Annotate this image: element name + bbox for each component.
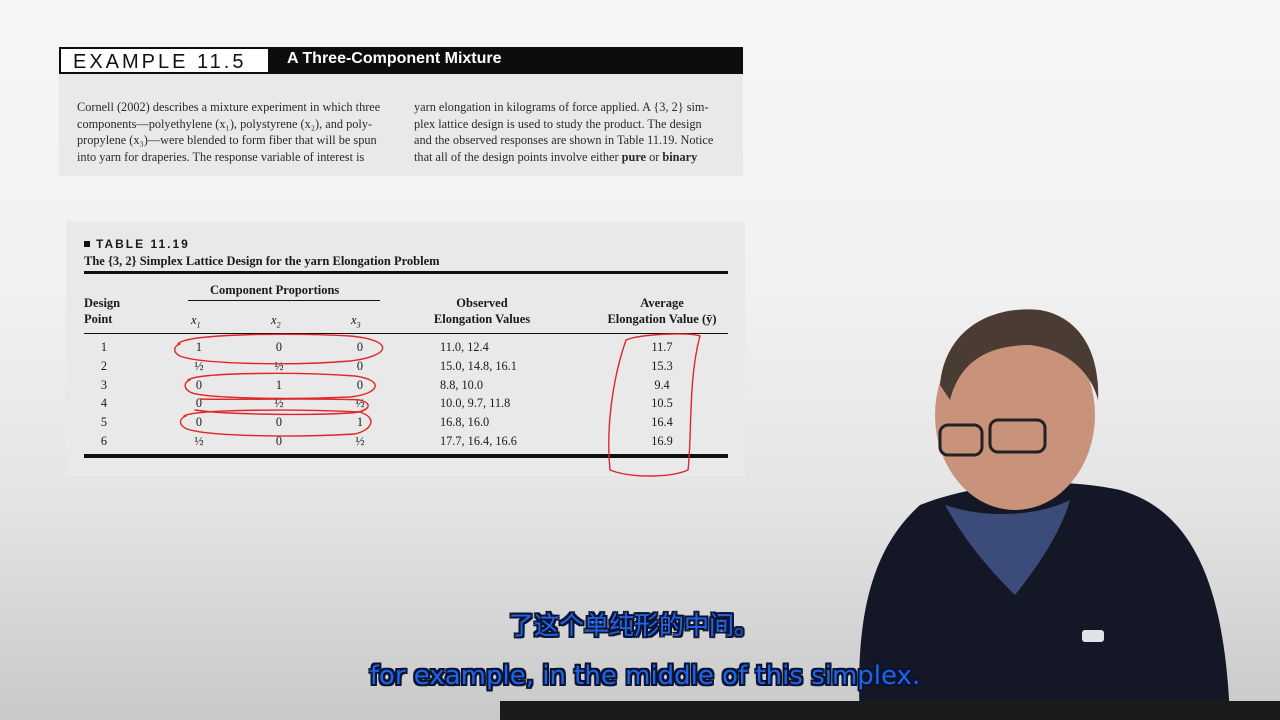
header-x1-var: x bbox=[191, 313, 197, 327]
table-cell-x1: 0 bbox=[195, 415, 203, 430]
header-average-line2: Elongation Value (ȳ) bbox=[607, 312, 717, 326]
table-cell-x2: 0 bbox=[275, 340, 283, 354]
table-cell-x2: ½ bbox=[274, 396, 284, 411]
header-x2: x2 bbox=[271, 313, 281, 330]
table-cell-point: 2 bbox=[100, 358, 108, 373]
example-header: EXAMPLE 11.5 A Three-Component Mixture bbox=[59, 47, 743, 74]
table-label: TABLE 11.19 bbox=[84, 237, 190, 251]
header-observed: Observed Elongation Values bbox=[432, 295, 532, 327]
header-x3-sub: 3 bbox=[356, 320, 361, 330]
table-cell-observed: 17.7, 16.4, 16.6 bbox=[440, 434, 517, 448]
header-x3: x3 bbox=[351, 313, 361, 330]
paragraph-text: that all of the design points involve ei… bbox=[414, 149, 619, 164]
table-cell-x2: 0 bbox=[275, 415, 283, 430]
table-cell-x3: 0 bbox=[356, 340, 364, 354]
table-cell-x1: 1 bbox=[195, 340, 203, 354]
table-cell-point: 3 bbox=[100, 377, 108, 392]
table-cell-average: 16.4 bbox=[651, 415, 673, 430]
table-cell-x3: ½ bbox=[355, 396, 365, 411]
example-panel: EXAMPLE 11.5 A Three-Component Mixture C… bbox=[59, 47, 743, 176]
table-cell-observed: 15.0, 14.8, 16.1 bbox=[440, 358, 517, 373]
table-top-rule bbox=[84, 271, 728, 274]
paragraph-line: yarn elongation in kilograms of force ap… bbox=[414, 100, 709, 114]
paragraph-line: propylene (x₃)—were blended to form fibe… bbox=[77, 133, 377, 147]
table-cell-average: 15.3 bbox=[651, 358, 673, 373]
header-design-line1: Design bbox=[84, 296, 121, 310]
header-x2-sub: 2 bbox=[276, 320, 281, 330]
table-cell-x1: 0 bbox=[195, 377, 203, 392]
example-label: EXAMPLE 11.5 bbox=[73, 51, 247, 73]
table-cell-observed: 16.8, 16.0 bbox=[440, 415, 490, 430]
example-label-box: EXAMPLE 11.5 bbox=[61, 49, 268, 73]
header-average-line1: Average bbox=[640, 296, 684, 310]
header-observed-line2: Elongation Values bbox=[433, 312, 531, 326]
presenter-person bbox=[859, 309, 1230, 720]
paragraph-text: or bbox=[649, 149, 660, 164]
table-cell-observed: 10.0, 9.7, 11.8 bbox=[440, 396, 511, 411]
table-cell-x2: ½ bbox=[274, 358, 284, 373]
table-cell-average: 16.9 bbox=[651, 434, 673, 448]
table-cell-x2: 1 bbox=[275, 377, 283, 392]
group-rule bbox=[188, 300, 380, 301]
table-panel: TABLE 11.19 The {3, 2} Simplex Lattice D… bbox=[66, 221, 745, 476]
header-x3-var: x bbox=[351, 313, 357, 327]
table-cell-average: 10.5 bbox=[651, 396, 673, 411]
paragraph-line: components—polyethylene (x₁), polystyren… bbox=[77, 116, 373, 131]
paragraph-line: into yarn for draperies. The response va… bbox=[77, 149, 365, 164]
header-average: Average Elongation Value (ȳ) bbox=[601, 295, 723, 327]
table-label-text: TABLE 11.19 bbox=[96, 237, 190, 251]
table-cell-x2: 0 bbox=[275, 434, 283, 448]
square-bullet-icon bbox=[84, 241, 90, 247]
subtitle-english: for example, in the middle of this simpl… bbox=[369, 661, 921, 691]
header-x2-var: x bbox=[271, 313, 277, 327]
table-cell-x3: 1 bbox=[356, 415, 364, 430]
desk-edge bbox=[500, 701, 1280, 720]
table-cell-average: 9.4 bbox=[654, 377, 670, 392]
presenter-glasses-right bbox=[988, 418, 1047, 454]
paragraph-line: that all of the design points involve ei… bbox=[414, 149, 724, 166]
table-cell-x3: 0 bbox=[356, 358, 364, 373]
example-title: A Three-Component Mixture bbox=[287, 50, 502, 67]
example-paragraph-right: yarn elongation in kilograms of force ap… bbox=[414, 99, 724, 165]
table-cell-observed: 11.0, 12.4 bbox=[440, 340, 489, 354]
table-cell-point: 1 bbox=[100, 340, 108, 354]
paragraph-bold-pure: pure bbox=[621, 149, 647, 164]
table-cell-point: 6 bbox=[100, 434, 108, 448]
table-cell-x1: 0 bbox=[195, 396, 203, 411]
header-observed-line1: Observed bbox=[456, 296, 508, 310]
header-x1-sub: 1 bbox=[196, 320, 201, 330]
table-cell-x3: ½ bbox=[355, 434, 365, 448]
table-caption: The {3, 2} Simplex Lattice Design for th… bbox=[84, 254, 440, 268]
presenter-hair bbox=[940, 309, 1099, 400]
presenter-torso bbox=[859, 482, 1230, 720]
paragraph-line: plex lattice design is used to study the… bbox=[414, 116, 702, 131]
presenter-logo-patch bbox=[1082, 630, 1104, 642]
presenter-head bbox=[935, 320, 1095, 510]
example-paragraph-left: Cornell (2002) describes a mixture exper… bbox=[77, 99, 389, 165]
header-rule bbox=[84, 333, 728, 334]
table-cell-x3: 0 bbox=[356, 377, 364, 392]
header-design-line2: Point bbox=[84, 312, 113, 326]
paragraph-line: and the observed responses are shown in … bbox=[414, 133, 714, 147]
header-x1: x1 bbox=[191, 313, 201, 330]
table-cell-x1: ½ bbox=[194, 434, 204, 448]
subtitle-chinese: 了这个单纯形的中间。 bbox=[508, 611, 759, 640]
table-cell-point: 5 bbox=[100, 415, 108, 430]
presenter-glasses-left bbox=[938, 423, 984, 457]
table-cell-point: 4 bbox=[100, 396, 108, 411]
presenter-collar bbox=[945, 500, 1070, 595]
table-bottom-rule bbox=[84, 454, 728, 458]
paragraph-bold-binary: binary bbox=[662, 149, 698, 164]
header-component-proportions: Component Proportions bbox=[210, 283, 340, 297]
paragraph-line: Cornell (2002) describes a mixture exper… bbox=[77, 100, 381, 114]
table-cell-observed: 8.8, 10.0 bbox=[440, 377, 484, 392]
table-cell-x1: ½ bbox=[194, 358, 204, 373]
header-design-point: Design Point bbox=[84, 295, 120, 327]
table-cell-average: 11.7 bbox=[651, 340, 673, 354]
